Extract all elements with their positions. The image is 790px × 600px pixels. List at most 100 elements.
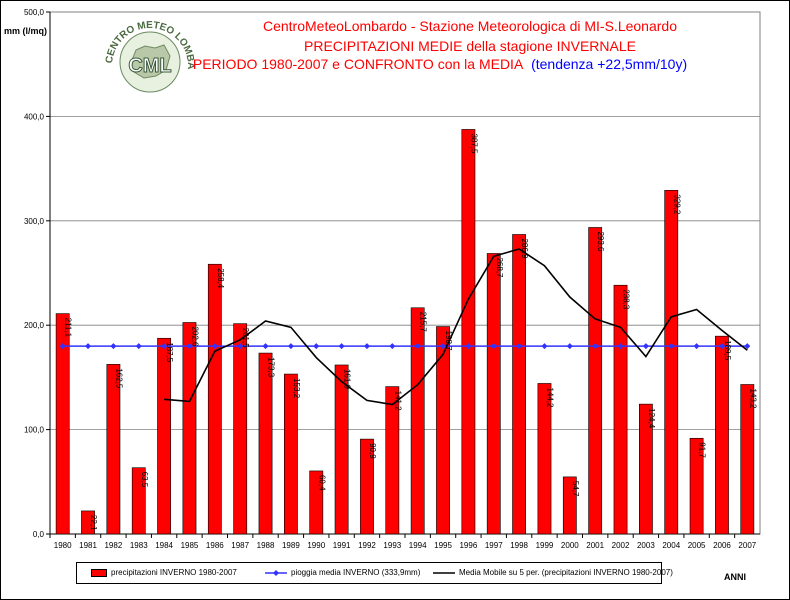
mean-marker [541,343,548,350]
bar [334,364,349,535]
mean-marker [338,343,345,350]
bar-value-label: 215,7 [419,312,428,333]
legend-swatch-mean [265,569,287,576]
mean-marker [642,343,649,350]
bar-value-label: 198,7 [444,331,453,352]
bar-value-label: 143,2 [748,388,757,409]
bar [283,373,298,535]
x-tick-label: 1998 [510,541,528,550]
bar-value-label: 54,7 [571,481,580,497]
bar [740,384,755,535]
bar-value-label: 144,2 [545,387,554,408]
x-tick-label: 2006 [713,541,731,550]
bar [461,129,476,535]
bar [360,438,374,535]
bar [55,313,70,535]
legend-item-bars: precipitazioni INVERNO 1980-2007 [91,568,237,577]
bar-value-label: 211,1 [64,318,73,338]
bar-value-label: 60,4 [317,475,326,491]
bar [664,190,679,535]
bar-value-label: 91,7 [698,442,707,458]
x-tick-label: 2001 [586,541,604,550]
mean-marker [363,343,370,350]
mean-marker [668,343,675,350]
logo-text: CML [128,55,171,77]
mean-marker [718,343,725,350]
bar-value-label: 90,9 [368,443,377,459]
bar [385,386,400,535]
x-tick-label: 1992 [358,541,376,550]
x-tick-label: 1985 [181,541,199,550]
x-tick-label: 2005 [688,541,706,550]
mean-marker [414,343,421,350]
x-tick-label: 1991 [333,541,351,550]
chart-title-trend: (tendenza +22,5mm/10y) [531,56,688,72]
x-tick-label: 2002 [612,541,630,550]
bar [258,352,273,535]
bar-value-label: 293,6 [596,231,605,252]
mean-marker [592,343,599,350]
y-tick-label: 200,0 [24,321,45,330]
x-tick-label: 1983 [130,541,148,550]
y-tick-label: 300,0 [24,217,45,226]
bar-value-label: 173,3 [267,357,276,378]
bar [131,467,146,535]
bar-value-label: 268,7 [495,257,504,278]
bar [638,403,653,535]
mean-marker [85,343,92,350]
x-tick-label: 2007 [738,541,756,550]
bar-value-label: 189,5 [723,340,732,361]
bar-value-label: 141,2 [393,391,402,412]
bar [537,383,552,535]
chart-title-period: PERIODO 1980-2007 e CONFRONTO con la MED… [192,56,524,72]
legend-swatch-moving-avg [433,572,455,574]
bar-value-label: 22,1 [89,515,98,531]
x-axis-label: ANNI [724,572,746,582]
bar [613,284,628,535]
x-tick-label: 1994 [409,541,427,550]
bar-value-label: 201,5 [241,328,250,349]
mean-marker [440,343,447,350]
x-tick-label: 1981 [79,541,97,550]
mean-marker [465,343,472,350]
legend-label-moving-avg: Media Mobile su 5 per. (precipitazioni I… [459,568,673,577]
mean-marker [262,343,269,350]
mean-marker [186,343,193,350]
y-axis-label: mm (l/mq) [4,26,48,36]
x-tick-label: 1999 [536,541,554,550]
mean-marker [313,343,320,350]
y-tick-label: 500,0 [24,8,45,17]
legend-label-bars: precipitazioni INVERNO 1980-2007 [111,568,237,577]
mean-marker [693,343,700,350]
mean-marker [490,343,497,350]
cml-logo: CML CENTRO METEO LOMBARDO [96,2,200,110]
bar [410,307,425,535]
bar [562,476,577,535]
legend-label-mean: pioggia media INVERNO (333,9mm) [291,568,421,577]
bar-value-label: 202,6 [190,326,199,347]
bar [309,470,324,535]
bar-value-label: 387,5 [469,133,478,154]
x-tick-label: 1989 [282,541,300,550]
bar-value-label: 161,9 [343,369,352,390]
x-tick-label: 2003 [637,541,655,550]
chart-title-line2: PRECIPITAZIONI MEDIE della stagione INVE… [304,38,636,54]
bar [106,364,121,535]
x-tick-label: 1990 [307,541,325,550]
mean-marker [161,343,168,350]
y-tick-label: 0,0 [33,530,45,539]
bar-value-label: 153,2 [292,378,301,399]
bar-value-label: 124,4 [647,408,656,429]
moving-average-line [164,248,748,406]
bar-value-label: 238,3 [622,289,631,310]
bar [157,337,171,535]
mean-marker [287,343,294,350]
bar [689,437,704,535]
y-tick-label: 400,0 [24,112,45,121]
mean-marker [110,343,117,350]
chart-title-line1: CentroMeteoLombardo - Stazione Meteorolo… [262,18,677,34]
mean-marker [617,343,624,350]
y-tick-label: 100,0 [24,426,45,435]
bar [182,322,197,535]
